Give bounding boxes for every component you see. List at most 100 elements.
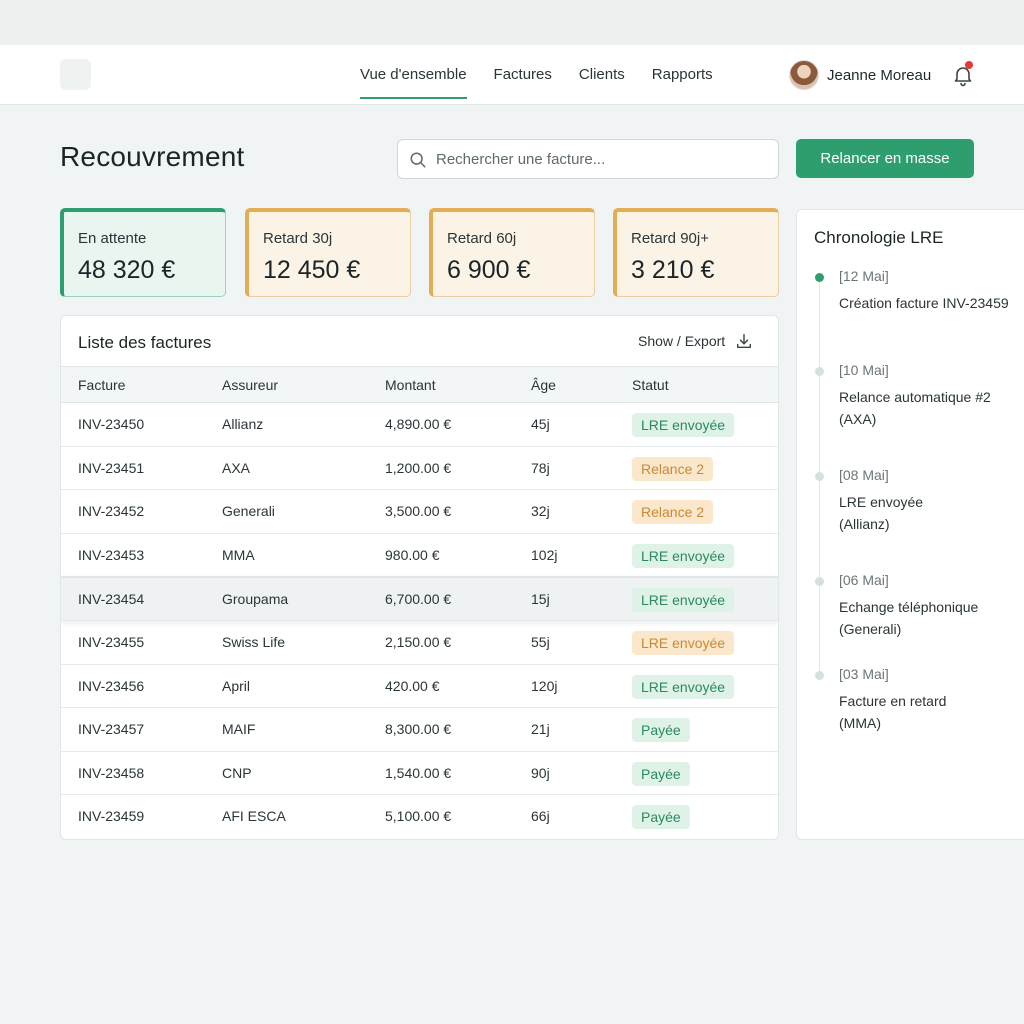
amount: 5,100.00 € xyxy=(385,808,452,825)
insurer: Allianz xyxy=(222,416,264,432)
status-badge: Payée xyxy=(632,718,690,743)
timeline-dot xyxy=(815,577,824,586)
invoice-id: INV-23457 xyxy=(78,721,145,738)
invoice-id: INV-23459 xyxy=(78,808,145,825)
search-box[interactable] xyxy=(397,139,779,179)
kpi-value: 48 320 € xyxy=(78,256,176,284)
table-row[interactable]: INV-23453 MMA 980.00 € 102j LRE envoyée xyxy=(61,534,778,578)
kpi-label: En attente xyxy=(78,230,147,247)
table-row[interactable]: INV-23458 CNP 1,540.00 € 90j Payée xyxy=(61,752,778,796)
top-navbar: Vue d'ensemble Factures Clients Rapports… xyxy=(0,45,1024,105)
table-row[interactable]: INV-23457 MAIF 8,300.00 € 21j Payée xyxy=(61,708,778,752)
timeline-dot-active xyxy=(815,273,824,282)
table-row[interactable]: INV-23459 AFI ESCA 5,100.00 € 66j Payée xyxy=(61,795,778,839)
kpi-label: Retard 60j xyxy=(447,230,517,247)
status-badge: LRE envoyée xyxy=(632,413,735,437)
timeline-date: [06 Mai] xyxy=(839,572,889,588)
invoice-id: INV-23456 xyxy=(78,677,145,694)
timeline-text: Facture en retard (MMA) xyxy=(839,693,947,731)
table-row[interactable]: INV-23451 AXA 1,200.00 € 78j Relance 2 xyxy=(61,447,778,491)
table-row-highlighted[interactable]: INV-23454 Groupama 6,700.00 € 15j LRE en… xyxy=(61,577,778,621)
insurer: Swiss Life xyxy=(222,633,286,650)
invoice-id: INV-23454 xyxy=(78,591,145,608)
amount: 3,500.00 € xyxy=(385,503,452,520)
tab-clients[interactable]: Clients xyxy=(578,66,625,83)
column-header-age[interactable]: Âge xyxy=(531,377,556,393)
status-badge: LRE envoyée xyxy=(632,543,735,568)
age: 66j xyxy=(531,808,550,825)
column-header-amount[interactable]: Montant xyxy=(385,377,436,393)
export-label: Show / Export xyxy=(638,333,726,349)
insurer: MMA xyxy=(222,546,255,563)
column-header-insurer[interactable]: Assureur xyxy=(222,377,279,393)
insurer: MAIF xyxy=(222,721,256,738)
kpi-card-pending[interactable]: En attente 48 320 € xyxy=(60,208,226,297)
insurer: CNP xyxy=(222,764,252,781)
invoice-id: INV-23452 xyxy=(78,503,145,520)
table-row[interactable]: INV-23455 Swiss Life 2,150.00 € 55j LRE … xyxy=(61,621,778,665)
kpi-card-late-60[interactable]: Retard 60j 6 900 € xyxy=(429,208,595,297)
kpi-value: 6 900 € xyxy=(447,256,531,284)
table-header: Facture Assureur Montant Âge Statut xyxy=(61,366,778,403)
timeline-dot xyxy=(815,367,824,376)
status-badge: LRE envoyée xyxy=(632,588,735,613)
age: 90j xyxy=(531,764,550,781)
column-header-invoice[interactable]: Facture xyxy=(78,377,126,393)
status-badge: Relance 2 xyxy=(632,456,714,481)
app-window: Vue d'ensemble Factures Clients Rapports… xyxy=(0,45,1024,1024)
amount: 1,200.00 € xyxy=(385,459,452,476)
status-badge: Relance 2 xyxy=(632,500,714,525)
invoice-id: INV-23451 xyxy=(78,459,145,476)
timeline-date: [12 Mai] xyxy=(839,268,889,284)
export-button[interactable]: Show / Export xyxy=(638,332,753,350)
timeline-text: LRE envoyée (Allianz) xyxy=(839,494,924,532)
notification-button[interactable] xyxy=(951,61,975,87)
invoice-table-card: Liste des factures Show / Export Facture… xyxy=(60,315,779,840)
kpi-card-late-90[interactable]: Retard 90j+ 3 210 € xyxy=(613,208,779,297)
insurer: April xyxy=(222,677,251,694)
bell-icon xyxy=(954,67,972,87)
tab-overview[interactable]: Vue d'ensemble xyxy=(360,45,467,105)
timeline-date: [10 Mai] xyxy=(839,362,889,378)
age: 45j xyxy=(531,416,550,432)
age: 78j xyxy=(531,459,550,476)
invoice-id: INV-23450 xyxy=(78,416,145,432)
tab-invoices[interactable]: Factures xyxy=(493,66,552,83)
amount: 4,890.00 € xyxy=(385,416,452,432)
timeline-date: [08 Mai] xyxy=(839,467,889,483)
timeline-title: Chronologie LRE xyxy=(814,228,944,247)
age: 55j xyxy=(531,633,550,650)
lre-timeline-panel: Chronologie LRE [12 Mai] Création factur… xyxy=(796,209,1024,840)
kpi-card-late-30[interactable]: Retard 30j 12 450 € xyxy=(245,208,411,297)
age: 120j xyxy=(531,677,558,694)
insurer: Generali xyxy=(222,503,275,520)
status-badge: Payée xyxy=(632,805,690,830)
table-row[interactable]: INV-23456 April 420.00 € 120j LRE envoyé… xyxy=(61,665,778,709)
column-header-status[interactable]: Statut xyxy=(632,377,669,393)
search-input[interactable] xyxy=(436,140,766,178)
kpi-label: Retard 90j+ xyxy=(631,230,709,247)
timeline-date: [03 Mai] xyxy=(839,666,889,682)
app-logo[interactable] xyxy=(60,59,91,90)
search-icon xyxy=(410,152,426,168)
table-row[interactable]: INV-23450 Allianz 4,890.00 € 45j LRE env… xyxy=(61,403,778,447)
table-title: Liste des factures xyxy=(78,333,212,352)
bulk-remind-button[interactable]: Relancer en masse xyxy=(796,139,974,178)
timeline-text: Relance automatique #2 (AXA) xyxy=(839,389,991,427)
amount: 6,700.00 € xyxy=(385,591,452,608)
table-row[interactable]: INV-23452 Generali 3,500.00 € 32j Relanc… xyxy=(61,490,778,534)
avatar[interactable] xyxy=(789,60,819,90)
invoice-id: INV-23455 xyxy=(78,633,145,650)
amount: 8,300.00 € xyxy=(385,721,452,738)
insurer: Groupama xyxy=(222,591,289,608)
age: 32j xyxy=(531,503,550,520)
amount: 2,150.00 € xyxy=(385,633,452,650)
timeline-dot xyxy=(815,671,824,680)
timeline-dot xyxy=(815,472,824,481)
user-menu[interactable]: Jeanne Moreau xyxy=(789,59,931,91)
tab-reports[interactable]: Rapports xyxy=(651,66,713,83)
nav-tabs: Vue d'ensemble Factures Clients Rapports xyxy=(360,45,740,105)
status-badge: LRE envoyée xyxy=(632,630,735,655)
age: 21j xyxy=(531,721,550,738)
age: 102j xyxy=(531,546,558,563)
